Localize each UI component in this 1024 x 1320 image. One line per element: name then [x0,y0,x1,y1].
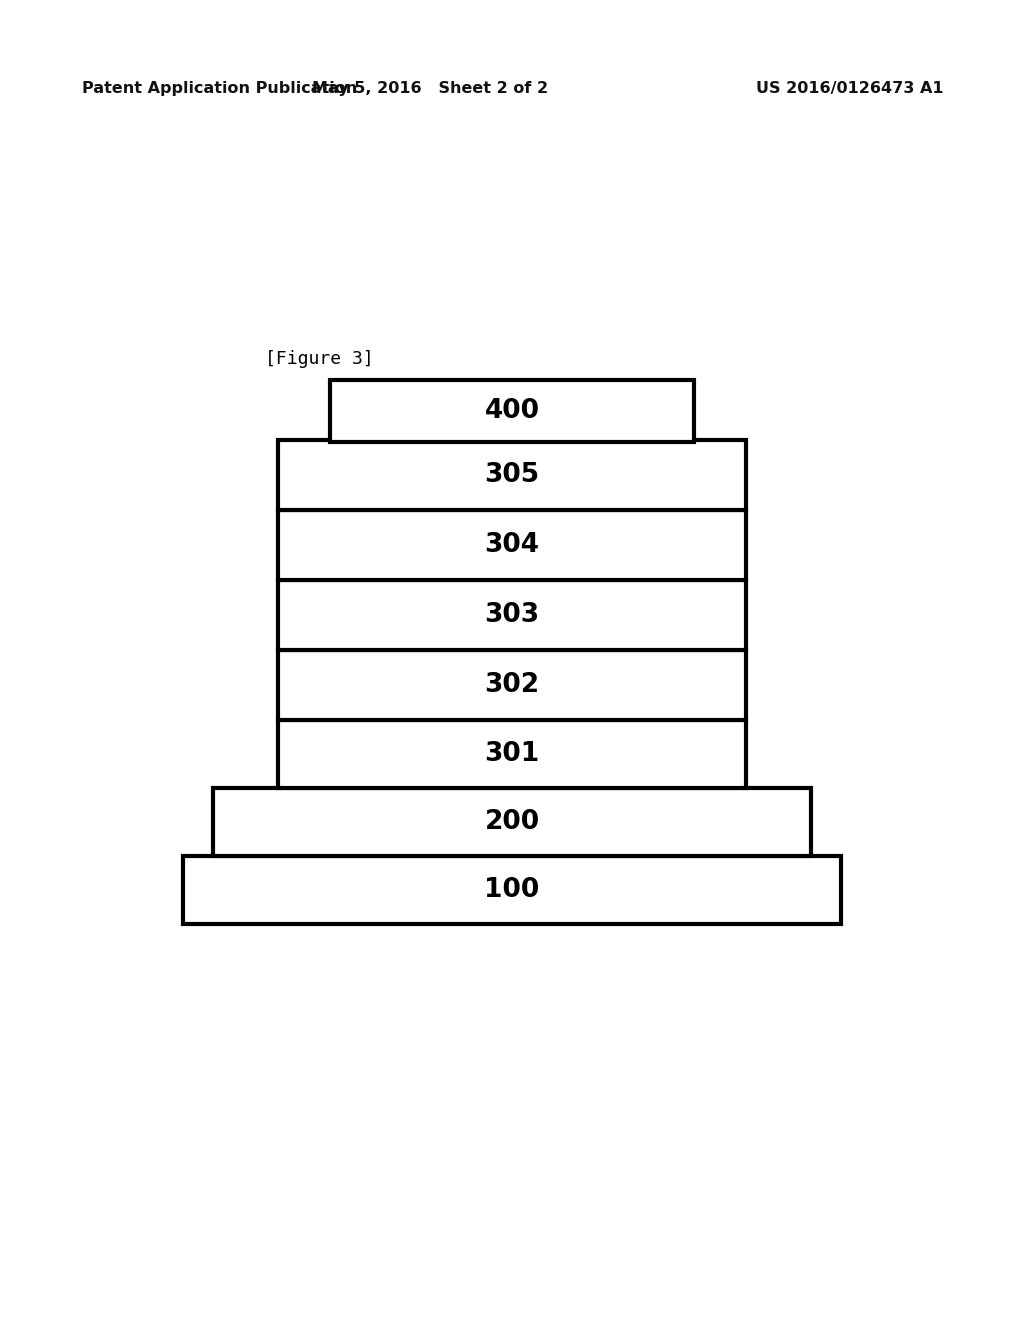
Text: 400: 400 [484,399,540,424]
Bar [278,440,746,510]
Bar [278,649,746,719]
Text: 304: 304 [484,532,540,558]
Bar [278,510,746,579]
Text: US 2016/0126473 A1: US 2016/0126473 A1 [757,81,944,95]
Bar [330,380,694,442]
Text: 303: 303 [484,602,540,628]
Bar [278,579,746,649]
Bar [183,855,841,924]
Bar [213,788,811,855]
Text: Patent Application Publication: Patent Application Publication [82,81,357,95]
Bar [278,719,746,788]
Text: 100: 100 [484,876,540,903]
Text: [Figure 3]: [Figure 3] [265,350,374,368]
Text: 302: 302 [484,672,540,698]
Text: 301: 301 [484,741,540,767]
Text: May 5, 2016   Sheet 2 of 2: May 5, 2016 Sheet 2 of 2 [312,81,548,95]
Text: 200: 200 [484,809,540,836]
Text: 305: 305 [484,462,540,488]
